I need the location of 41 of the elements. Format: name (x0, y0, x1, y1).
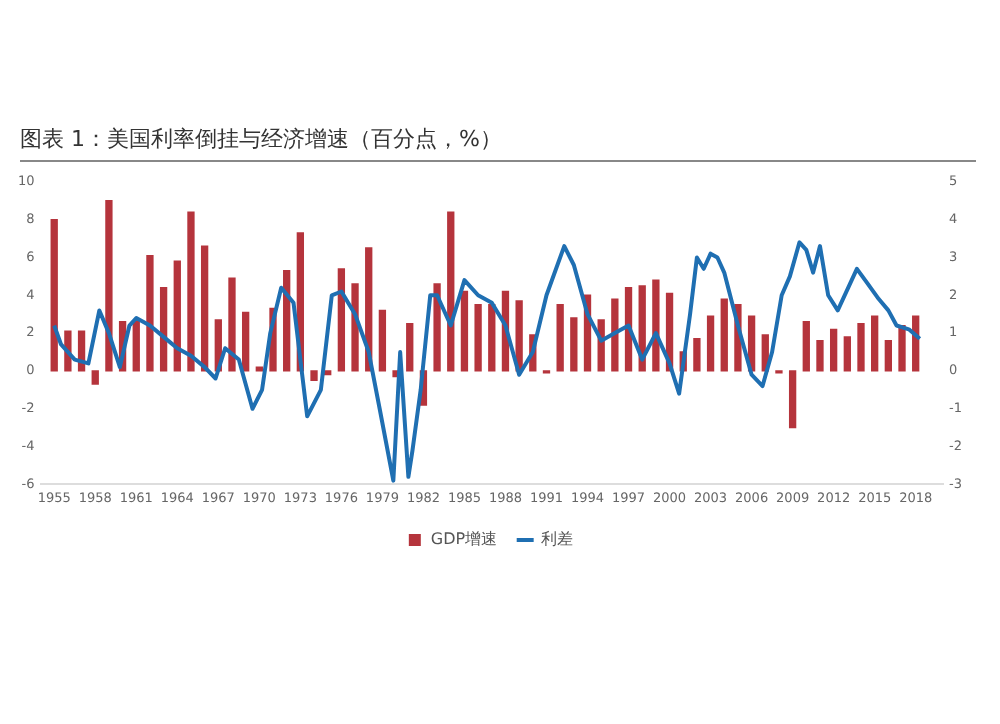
bar (652, 279, 660, 372)
bar (843, 336, 851, 372)
bar (91, 370, 99, 385)
bar (556, 304, 564, 372)
bar (570, 317, 578, 372)
bar (447, 211, 455, 372)
bar (105, 200, 113, 372)
bar (488, 304, 496, 372)
bar (173, 260, 181, 372)
bar (898, 324, 906, 372)
legend-label: GDP增速 (430, 530, 498, 549)
bar (816, 340, 824, 372)
bar (242, 311, 250, 372)
bar (871, 315, 879, 372)
bar (693, 338, 701, 372)
bar (200, 245, 209, 372)
bar (829, 328, 838, 372)
bar (378, 309, 387, 372)
chart-title: 图表 1：美国利率倒挂与经济增速（百分点，%） (20, 124, 976, 162)
bar (720, 298, 728, 372)
bar (146, 254, 154, 372)
bar (283, 270, 291, 372)
bar (50, 218, 58, 372)
bar (474, 304, 482, 372)
bar (611, 298, 619, 372)
bar (802, 321, 810, 372)
bar (132, 321, 140, 372)
legend-label: 利差 (541, 530, 574, 549)
bar (460, 290, 469, 372)
bar (406, 322, 414, 372)
bar (337, 268, 346, 372)
bar (433, 283, 441, 372)
bar (255, 366, 263, 372)
bar (159, 287, 168, 372)
bar (187, 211, 195, 372)
bar (857, 322, 865, 372)
bar (706, 315, 715, 372)
bar (228, 277, 236, 372)
bar (310, 370, 318, 382)
bar (788, 370, 797, 429)
bar (884, 340, 892, 372)
